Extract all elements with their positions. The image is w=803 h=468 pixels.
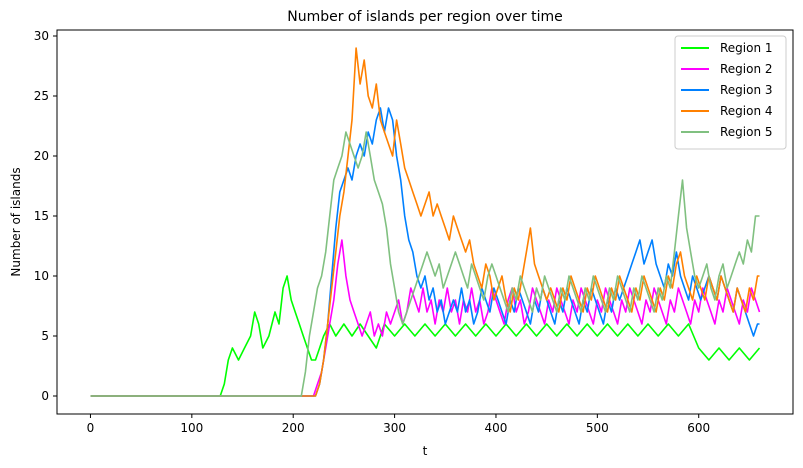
chart-title: Number of islands per region over time xyxy=(287,9,563,25)
y-tick-label: 20 xyxy=(34,149,49,163)
legend-label-region-5: Region 5 xyxy=(720,125,773,139)
legend-label-region-4: Region 4 xyxy=(720,104,773,118)
x-tick-label: 200 xyxy=(282,421,305,435)
series-line-region-4 xyxy=(90,47,760,397)
y-axis: 0 5 10 15 20 25 30 xyxy=(34,29,57,403)
series-line-region-2 xyxy=(90,239,761,397)
series-line-region-5 xyxy=(90,131,760,397)
legend-box xyxy=(674,35,787,150)
y-tick-label: 30 xyxy=(34,29,49,43)
legend-label-region-3: Region 3 xyxy=(720,83,773,97)
x-tick-label: 0 xyxy=(87,421,95,435)
y-tick-label: 5 xyxy=(41,329,49,343)
x-axis-title: t xyxy=(423,444,428,458)
x-tick-label: 600 xyxy=(687,421,710,435)
x-tick-label: 500 xyxy=(586,421,609,435)
y-tick-label: 15 xyxy=(34,209,49,223)
series-line-region-3 xyxy=(90,107,760,397)
x-tick-label: 300 xyxy=(383,421,406,435)
legend-label-region-2: Region 2 xyxy=(720,62,773,76)
y-axis-title: Number of islands xyxy=(9,167,23,276)
series-layer xyxy=(90,47,761,397)
y-tick-label: 10 xyxy=(34,269,49,283)
legend-label-region-1: Region 1 xyxy=(720,41,773,55)
legend: Region 1 Region 2 Region 3 Region 4 Region 5 xyxy=(674,35,787,150)
x-tick-label: 400 xyxy=(485,421,508,435)
x-axis: 0 100 200 300 400 500 600 xyxy=(87,414,710,435)
plot-area-frame xyxy=(56,29,794,415)
x-tick-label: 100 xyxy=(180,421,203,435)
series-line-region-1 xyxy=(90,275,761,397)
y-tick-label: 0 xyxy=(41,389,49,403)
y-tick-label: 25 xyxy=(34,89,49,103)
